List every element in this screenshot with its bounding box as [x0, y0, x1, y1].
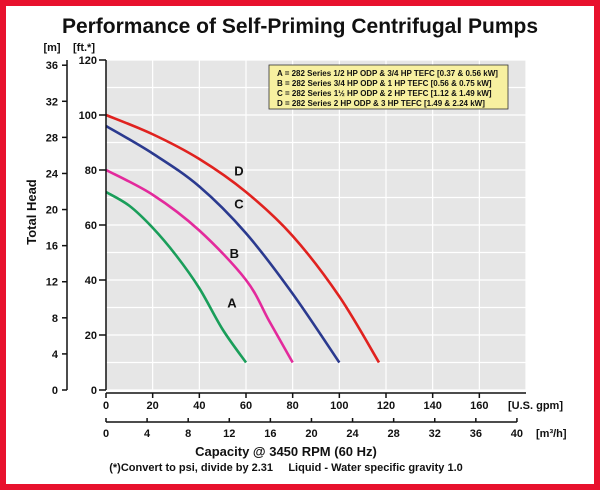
x-tick-gpm: 20 — [147, 400, 159, 412]
curve-label-c: C — [234, 197, 244, 212]
curve-label-b: B — [230, 246, 239, 261]
y-tick-m: 12 — [46, 277, 58, 289]
curve-d — [105, 113, 381, 364]
x-unit-gpm: [U.S. gpm] — [508, 400, 563, 412]
x-ticks-gpm: 0 20 40 60 80 100 120 140 160 — [103, 392, 526, 412]
curve-c — [105, 124, 341, 364]
x-ticks-m3h: 0 4 8 12 16 20 24 28 32 36 40 — [103, 418, 523, 440]
y-tick-m: 16 — [46, 241, 58, 253]
legend: A = 282 Series 1/2 HP ODP & 3/4 HP TEFC … — [268, 64, 509, 110]
x-tick-gpm: 60 — [240, 400, 252, 412]
x-axis-title: Capacity @ 3450 RPM (60 Hz) — [195, 444, 377, 459]
curve-a — [105, 190, 248, 364]
legend-box — [268, 64, 509, 110]
y-tick-ft: 120 — [79, 55, 97, 67]
x-tick-m3h: 4 — [144, 428, 151, 440]
x-tick-m3h: 40 — [511, 428, 523, 440]
curve-labels: A B C D — [227, 164, 244, 311]
y-tick-m: 32 — [46, 96, 58, 108]
y-tick-ft: 40 — [85, 275, 97, 287]
y-tick-m: 36 — [46, 60, 58, 72]
x-tick-gpm: 0 — [103, 400, 109, 412]
x-tick-gpm: 100 — [330, 400, 348, 412]
y-tick-m: 20 — [46, 205, 58, 217]
x-tick-gpm: 80 — [287, 400, 299, 412]
performance-curves — [105, 113, 381, 364]
y-tick-m: 8 — [52, 313, 58, 325]
y-tick-m: 0 — [52, 385, 58, 397]
y-tick-ft: 20 — [85, 330, 97, 342]
x-tick-m3h: 0 — [103, 428, 109, 440]
chart-title: Performance of Self-Priming Centrifugal … — [62, 15, 538, 38]
legend-entry: A = 282 Series 1/2 HP ODP & 3/4 HP TEFC … — [277, 69, 498, 78]
y-ticks-meters: 0 4 8 12 16 20 24 28 32 36 — [46, 60, 68, 397]
x-tick-m3h: 16 — [264, 428, 276, 440]
x-tick-gpm: 120 — [377, 400, 395, 412]
legend-entry: B = 282 Series 3/4 HP ODP & 1 HP TEFC [0… — [277, 79, 492, 88]
x-tick-m3h: 8 — [185, 428, 191, 440]
legend-entry: C = 282 Series 1½ HP ODP & 2 HP TEFC [1.… — [277, 89, 492, 98]
x-tick-m3h: 32 — [429, 428, 441, 440]
x-unit-m3h: [m³/h] — [536, 428, 567, 440]
x-tick-gpm: 40 — [193, 400, 205, 412]
y-axis-title: Total Head — [24, 179, 39, 245]
footnote: (*)Convert to psi, divide by 2.31 Liquid… — [109, 462, 463, 474]
y-ticks-feet: 0 20 40 60 80 100 120 — [79, 55, 107, 397]
y-tick-m: 24 — [46, 168, 59, 180]
y-unit-right: [ft.*] — [73, 42, 95, 54]
y-tick-m: 4 — [52, 349, 59, 361]
legend-entry: D = 282 Series 2 HP ODP & 3 HP TEFC [1.4… — [277, 99, 485, 108]
x-tick-gpm: 140 — [423, 400, 441, 412]
x-tick-m3h: 28 — [388, 428, 400, 440]
curve-label-d: D — [234, 164, 243, 179]
y-tick-ft: 0 — [91, 385, 97, 397]
y-tick-ft: 60 — [85, 220, 97, 232]
curve-b — [105, 168, 294, 364]
x-tick-m3h: 20 — [305, 428, 317, 440]
y-unit-left: [m] — [43, 42, 60, 54]
y-tick-ft: 100 — [79, 110, 97, 122]
x-tick-m3h: 12 — [223, 428, 235, 440]
x-tick-m3h: 24 — [346, 428, 359, 440]
y-tick-m: 28 — [46, 132, 58, 144]
x-tick-m3h: 36 — [470, 428, 482, 440]
x-tick-gpm: 160 — [470, 400, 488, 412]
curve-label-a: A — [227, 296, 237, 311]
y-tick-ft: 80 — [85, 165, 97, 177]
